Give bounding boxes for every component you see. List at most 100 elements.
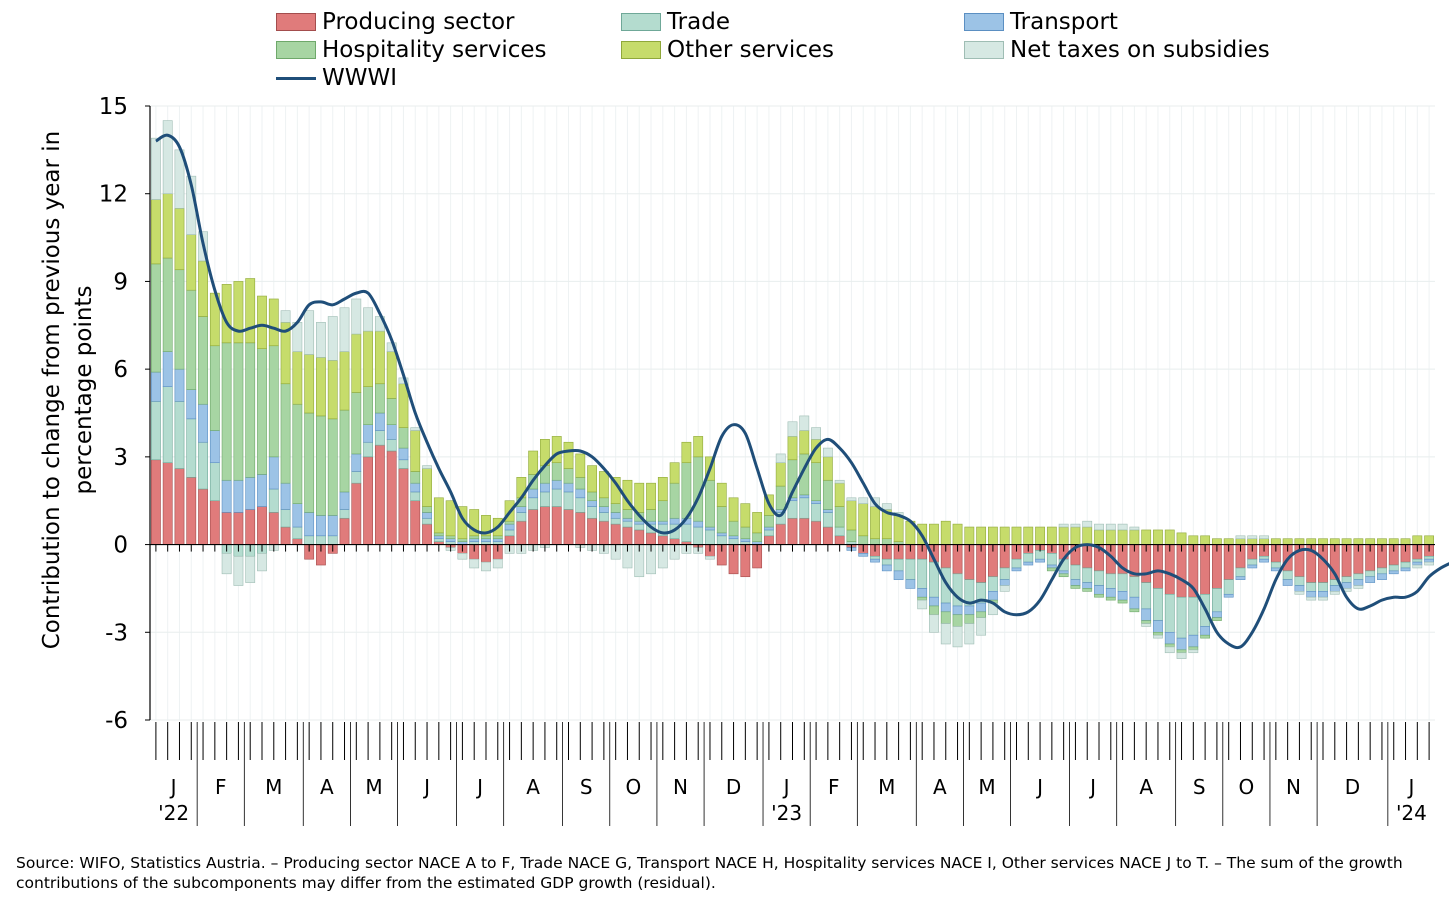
bar-segment-net-taxes-on-subsidies	[999, 585, 1010, 592]
bar-segment-other-services	[162, 193, 173, 259]
bar-segment-transport	[221, 479, 232, 513]
bar-segment-transport	[1282, 579, 1293, 586]
bar-segment-trade	[528, 497, 539, 510]
bar-segment-transport	[233, 479, 244, 513]
bar-segment-trade	[1129, 576, 1140, 598]
bar-segment-hospitality-services	[764, 515, 774, 528]
bar-segment-net-taxes-on-subsidies	[811, 427, 821, 440]
bar-segment-transport	[988, 591, 998, 601]
bar-segment-net-taxes-on-subsidies	[952, 626, 963, 648]
bar-segment-trade	[327, 535, 338, 545]
bar-segment-other-services	[1188, 535, 1199, 545]
bar-segment-trade	[1164, 593, 1175, 633]
bar-segment-trade	[374, 430, 385, 446]
bar-segment-producing-sector	[386, 450, 397, 545]
bar-segment-other-services	[150, 199, 161, 265]
month-label: F	[828, 775, 840, 799]
bar-segment-net-taxes-on-subsidies	[1153, 634, 1163, 639]
bar-segment-transport	[257, 474, 267, 507]
bar-segment-trade	[516, 512, 527, 522]
legend-swatch	[621, 13, 661, 31]
bar-segment-other-services	[1212, 538, 1222, 545]
month-label: A	[526, 775, 540, 799]
bar-segment-transport	[598, 506, 609, 513]
bar-segment-hospitality-services	[587, 491, 597, 502]
bar-segment-trade	[681, 523, 692, 542]
bar-segment-net-taxes-on-subsidies	[834, 479, 845, 484]
bar-segment-other-services	[1153, 529, 1163, 545]
bar-segment-trade	[1412, 558, 1423, 563]
bar-segment-net-taxes-on-subsidies	[327, 316, 338, 361]
bar-segment-producing-sector	[162, 462, 173, 545]
bar-segment-hospitality-services	[1094, 593, 1104, 598]
bar-segment-trade	[716, 535, 727, 545]
bar-segment-trade	[870, 555, 880, 560]
bar-segment-trade	[1188, 596, 1199, 636]
bar-segment-net-taxes-on-subsidies	[1164, 646, 1175, 654]
bar-segment-trade	[504, 529, 515, 537]
bar-segment-other-services	[693, 436, 704, 458]
bar-segment-net-taxes-on-subsidies	[787, 421, 798, 437]
bar-segment-transport	[316, 515, 326, 537]
legend-item-wwwi: WWWI	[276, 64, 397, 92]
bar-segment-hospitality-services	[858, 535, 869, 545]
bar-segment-hospitality-services	[445, 535, 456, 540]
bar-segment-net-taxes-on-subsidies	[1294, 591, 1305, 595]
bar-segment-trade	[1365, 570, 1376, 578]
bar-segment-other-services	[893, 515, 904, 542]
bar-segment-transport	[669, 517, 680, 525]
bar-segment-hospitality-services	[398, 427, 409, 449]
bar-segment-transport	[622, 517, 633, 522]
bar-segment-transport	[940, 602, 951, 613]
y-tick-label: 3	[113, 445, 128, 471]
bar-segment-hospitality-services	[870, 538, 880, 545]
bar-segment-hospitality-services	[280, 383, 291, 484]
bar-segment-hospitality-services	[669, 482, 680, 519]
bar-segment-transport	[976, 602, 987, 613]
bar-segment-hospitality-services	[1188, 646, 1199, 651]
x-axis: J'22F M A M J J A S O N D J'23F M A M J J A S O N D J'24	[155, 544, 1430, 826]
bar-segment-hospitality-services	[339, 409, 350, 493]
bar-segment-transport	[1035, 558, 1045, 563]
bar-segment-net-taxes-on-subsidies	[858, 497, 869, 504]
bar-segment-hospitality-services	[728, 520, 739, 537]
bar-segment-transport	[1318, 591, 1328, 598]
bar-segment-net-taxes-on-subsidies	[469, 558, 480, 569]
bar-segment-trade	[363, 441, 373, 458]
bar-segment-other-services	[1365, 538, 1376, 545]
legend-swatch	[276, 41, 316, 59]
bar-segment-other-services	[1223, 538, 1234, 545]
bar-segment-net-taxes-on-subsidies	[1235, 535, 1246, 540]
bar-segment-other-services	[1400, 538, 1411, 545]
y-tick-label: 15	[99, 94, 128, 120]
bar-segment-trade	[422, 517, 432, 525]
bar-segment-trade	[1153, 588, 1163, 621]
bar-segment-other-services	[1129, 529, 1140, 545]
bar-segment-net-taxes-on-subsidies	[1424, 561, 1435, 566]
bar-segment-hospitality-services	[433, 532, 444, 537]
bar-segment-transport	[339, 491, 350, 510]
bar-segment-other-services	[988, 526, 998, 545]
bar-segment-net-taxes-on-subsidies	[940, 623, 951, 645]
month-label: D	[726, 775, 741, 799]
bar-segment-other-services	[1082, 526, 1093, 545]
bar-segment-transport	[433, 535, 444, 540]
bar-segment-producing-sector	[516, 520, 527, 545]
month-label: F	[215, 775, 227, 799]
bar-segment-transport	[245, 477, 256, 510]
bar-segment-transport	[1400, 567, 1411, 572]
bar-segment-hospitality-services	[964, 614, 975, 624]
bar-segment-transport	[716, 532, 727, 537]
bar-segment-net-taxes-on-subsidies	[221, 553, 232, 575]
bar-segment-other-services	[1141, 529, 1152, 545]
bar-segment-other-services	[1011, 526, 1022, 545]
bar-segment-producing-sector	[186, 477, 197, 545]
bar-segment-other-services	[528, 450, 539, 475]
bar-segment-transport	[1377, 573, 1387, 580]
bar-segment-producing-sector	[587, 517, 597, 545]
legend-swatch	[276, 13, 316, 31]
bar-segment-trade	[1424, 555, 1435, 560]
bar-segment-hospitality-services	[646, 509, 656, 522]
bar-segment-other-services	[1235, 538, 1246, 545]
bar-segment-trade	[799, 497, 810, 519]
